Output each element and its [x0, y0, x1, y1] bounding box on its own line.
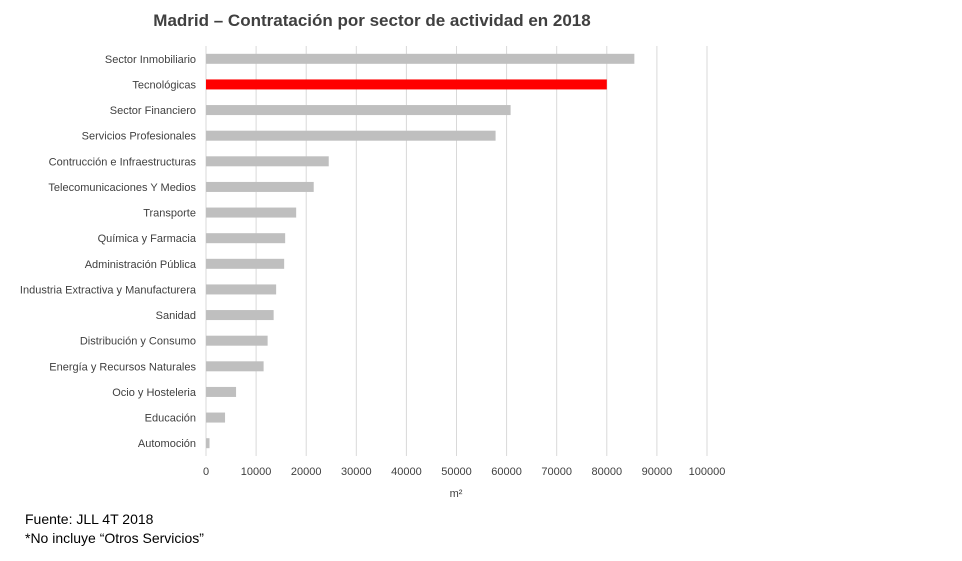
x-tick-label: 10000	[241, 466, 272, 478]
bars	[206, 53, 635, 449]
category-label: Tecnológicas	[132, 79, 196, 91]
category-labels: Sector Inmobiliario Tecnológicas Sector Fi…	[20, 54, 197, 450]
x-tick-label: 90000	[642, 466, 673, 478]
bar	[206, 79, 607, 90]
bar	[206, 130, 496, 141]
footnote: *No incluye “Otros Servicios”	[25, 530, 204, 546]
bar	[206, 438, 210, 449]
x-tick-label: 80000	[592, 466, 623, 478]
category-label: Automoción	[138, 438, 196, 450]
category-label: Sanidad	[156, 310, 196, 322]
x-tick-label: 60000	[491, 466, 522, 478]
category-label: Telecomunicaciones Y Medios	[48, 182, 196, 194]
category-label: Educación	[145, 413, 196, 425]
bar	[206, 284, 277, 295]
bar	[206, 105, 511, 116]
category-label: Energía y Recursos Naturales	[49, 361, 196, 373]
category-label: Química y Farmacia	[98, 233, 197, 245]
x-tick-label: 40000	[391, 466, 422, 478]
source-note: Fuente: JLL 4T 2018	[25, 511, 154, 527]
x-axis-label: m²	[450, 488, 463, 500]
bar	[206, 258, 285, 269]
bar	[206, 361, 264, 372]
category-label: Distribución y Consumo	[80, 336, 196, 348]
category-label: Ocio y Hosteleria	[112, 387, 197, 399]
x-tick-labels: 0 10000 20000 30000 40000 50000 60000 70000 8000…	[203, 466, 725, 478]
x-tick-label: 0	[203, 466, 209, 478]
x-tick-label: 30000	[341, 466, 372, 478]
bar	[206, 412, 226, 423]
x-tick-label: 50000	[441, 466, 472, 478]
category-label: Sector Financiero	[110, 105, 196, 117]
category-label: Contrucción e Infraestructuras	[49, 156, 197, 168]
bar	[206, 310, 274, 321]
bar	[206, 53, 635, 64]
category-label: Servicios Profesionales	[82, 131, 197, 143]
category-label: Sector Inmobiliario	[105, 54, 196, 66]
x-tick-label: 20000	[291, 466, 322, 478]
category-label: Administración Pública	[85, 259, 197, 271]
bar	[206, 207, 297, 218]
category-label: Transporte	[143, 208, 196, 220]
chart-title: Madrid – Contratación por sector de acti…	[153, 11, 590, 30]
bar	[206, 233, 286, 244]
x-tick-label: 100000	[689, 466, 726, 478]
x-tick-label: 70000	[541, 466, 572, 478]
bar	[206, 386, 237, 397]
bar	[206, 335, 268, 346]
bar	[206, 156, 329, 167]
category-label: Industria Extractiva y Manufacturera	[20, 284, 197, 296]
bar	[206, 181, 314, 192]
